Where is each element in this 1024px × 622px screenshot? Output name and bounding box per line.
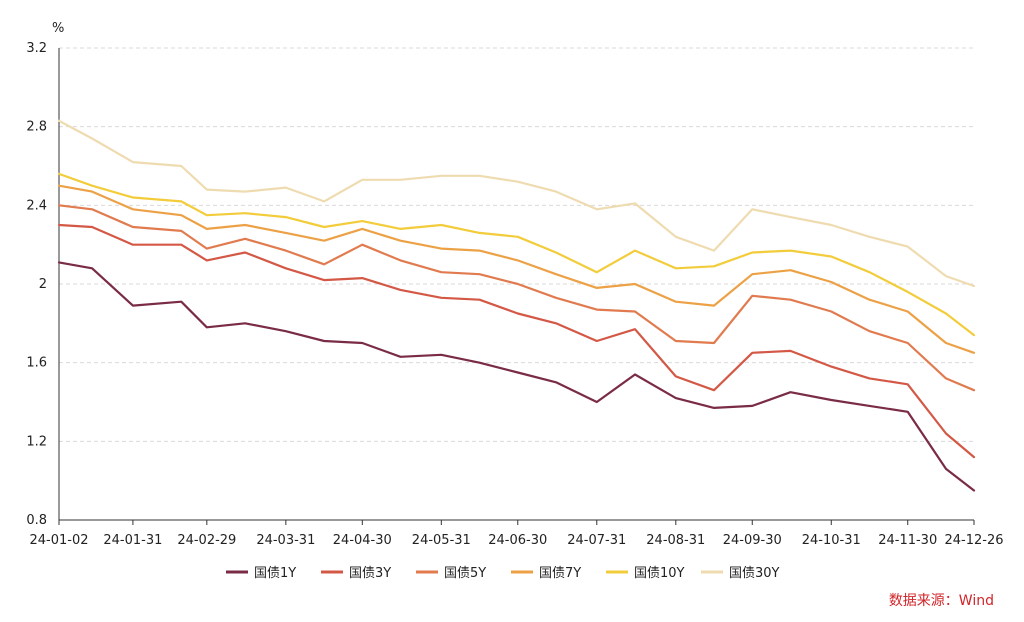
x-tick-label: 24-02-29 — [177, 533, 236, 548]
series-line-国债5Y — [57, 204, 976, 392]
x-tick-label: 24-04-30 — [333, 533, 392, 548]
y-tick-label: 3.2 — [26, 41, 47, 56]
y-axis: 0.8 1.2 1.6 2 2.4 2.8 3.2 — [26, 41, 60, 528]
y-tick-label: 2.8 — [26, 120, 47, 135]
grid-lines — [59, 47, 974, 442]
y-tick-label: 1.2 — [26, 434, 47, 449]
legend: 国债1Y 国债3Y 国债5Y 国债7Y 国债10Y 国债30Y — [226, 566, 780, 581]
legend-label: 国债30Y — [729, 566, 780, 581]
x-tick-label: 24-12-26 — [944, 533, 1003, 548]
series-line-国债3Y — [57, 223, 976, 459]
y-unit-label: % — [52, 21, 64, 36]
y-tick-label: 2 — [39, 277, 47, 292]
x-tick-label: 24-05-31 — [412, 533, 471, 548]
y-tick-label: 2.4 — [26, 198, 47, 213]
series-line-国债30Y — [57, 119, 976, 288]
y-tick-label: 1.6 — [26, 356, 47, 371]
series-line-国债10Y — [57, 172, 976, 337]
legend-label: 国债1Y — [254, 566, 296, 581]
x-tick-label: 24-01-02 — [29, 533, 88, 548]
legend-label: 国债10Y — [634, 566, 685, 581]
series-line-国债1Y — [57, 261, 976, 492]
y-tick-label: 0.8 — [26, 513, 47, 528]
legend-label: 国债3Y — [349, 566, 391, 581]
x-tick-label: 24-09-30 — [723, 533, 782, 548]
x-axis: 24-01-02 24-01-31 24-02-29 24-03-31 24-04-30… — [29, 519, 1004, 548]
legend-label: 国债7Y — [539, 566, 581, 581]
x-tick-label: 24-08-31 — [646, 533, 705, 548]
series-line-国债7Y — [57, 184, 976, 354]
x-tick-label: 24-03-31 — [256, 533, 315, 548]
x-tick-label: 24-11-30 — [878, 533, 937, 548]
data-source-note: 数据来源：Wind — [888, 593, 994, 609]
x-tick-label: 24-01-31 — [103, 533, 162, 548]
legend-label: 国债5Y — [444, 566, 486, 581]
x-tick-label: 24-07-31 — [567, 533, 626, 548]
x-tick-label: 24-06-30 — [488, 533, 547, 548]
x-tick-label: 24-10-31 — [802, 533, 861, 548]
series-lines — [57, 119, 976, 492]
